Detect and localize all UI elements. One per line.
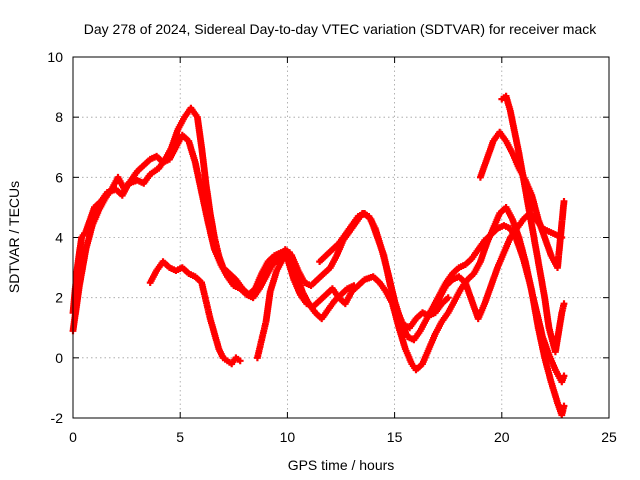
marker-points-track-d <box>254 249 358 362</box>
x-tick-label: 25 <box>601 429 617 445</box>
series-track-b <box>69 131 568 386</box>
marker-points-track-g <box>498 92 568 356</box>
y-tick-label: -2 <box>51 410 64 426</box>
x-tick-label: 15 <box>387 429 403 445</box>
marker-points-track-h <box>423 210 566 323</box>
y-tick-label: 2 <box>55 290 63 306</box>
series-track-d <box>254 249 358 362</box>
series-track-c <box>146 258 244 368</box>
y-tick-label: 4 <box>55 230 63 246</box>
marker-points-track-b <box>69 131 568 386</box>
y-tick-label: 8 <box>55 109 63 125</box>
x-tick-label: 5 <box>176 429 184 445</box>
x-tick-label: 10 <box>280 429 296 445</box>
data-markers <box>69 92 568 419</box>
series-track-h <box>423 210 566 323</box>
y-tick-label: 10 <box>47 49 63 65</box>
x-axis-title: GPS time / hours <box>288 457 395 473</box>
y-tick-label: 6 <box>55 169 63 185</box>
y-tick-label: 0 <box>55 350 63 366</box>
marker-points-track-c <box>146 258 244 368</box>
series-track-g <box>498 92 568 356</box>
chart-title: Day 278 of 2024, Sidereal Day-to-day VTE… <box>84 21 597 37</box>
plot-frame <box>72 56 610 419</box>
x-tick-label: 20 <box>494 429 510 445</box>
y-axis-title: SDTVAR / TECUs <box>6 181 22 293</box>
x-tick-label: 0 <box>69 429 77 445</box>
